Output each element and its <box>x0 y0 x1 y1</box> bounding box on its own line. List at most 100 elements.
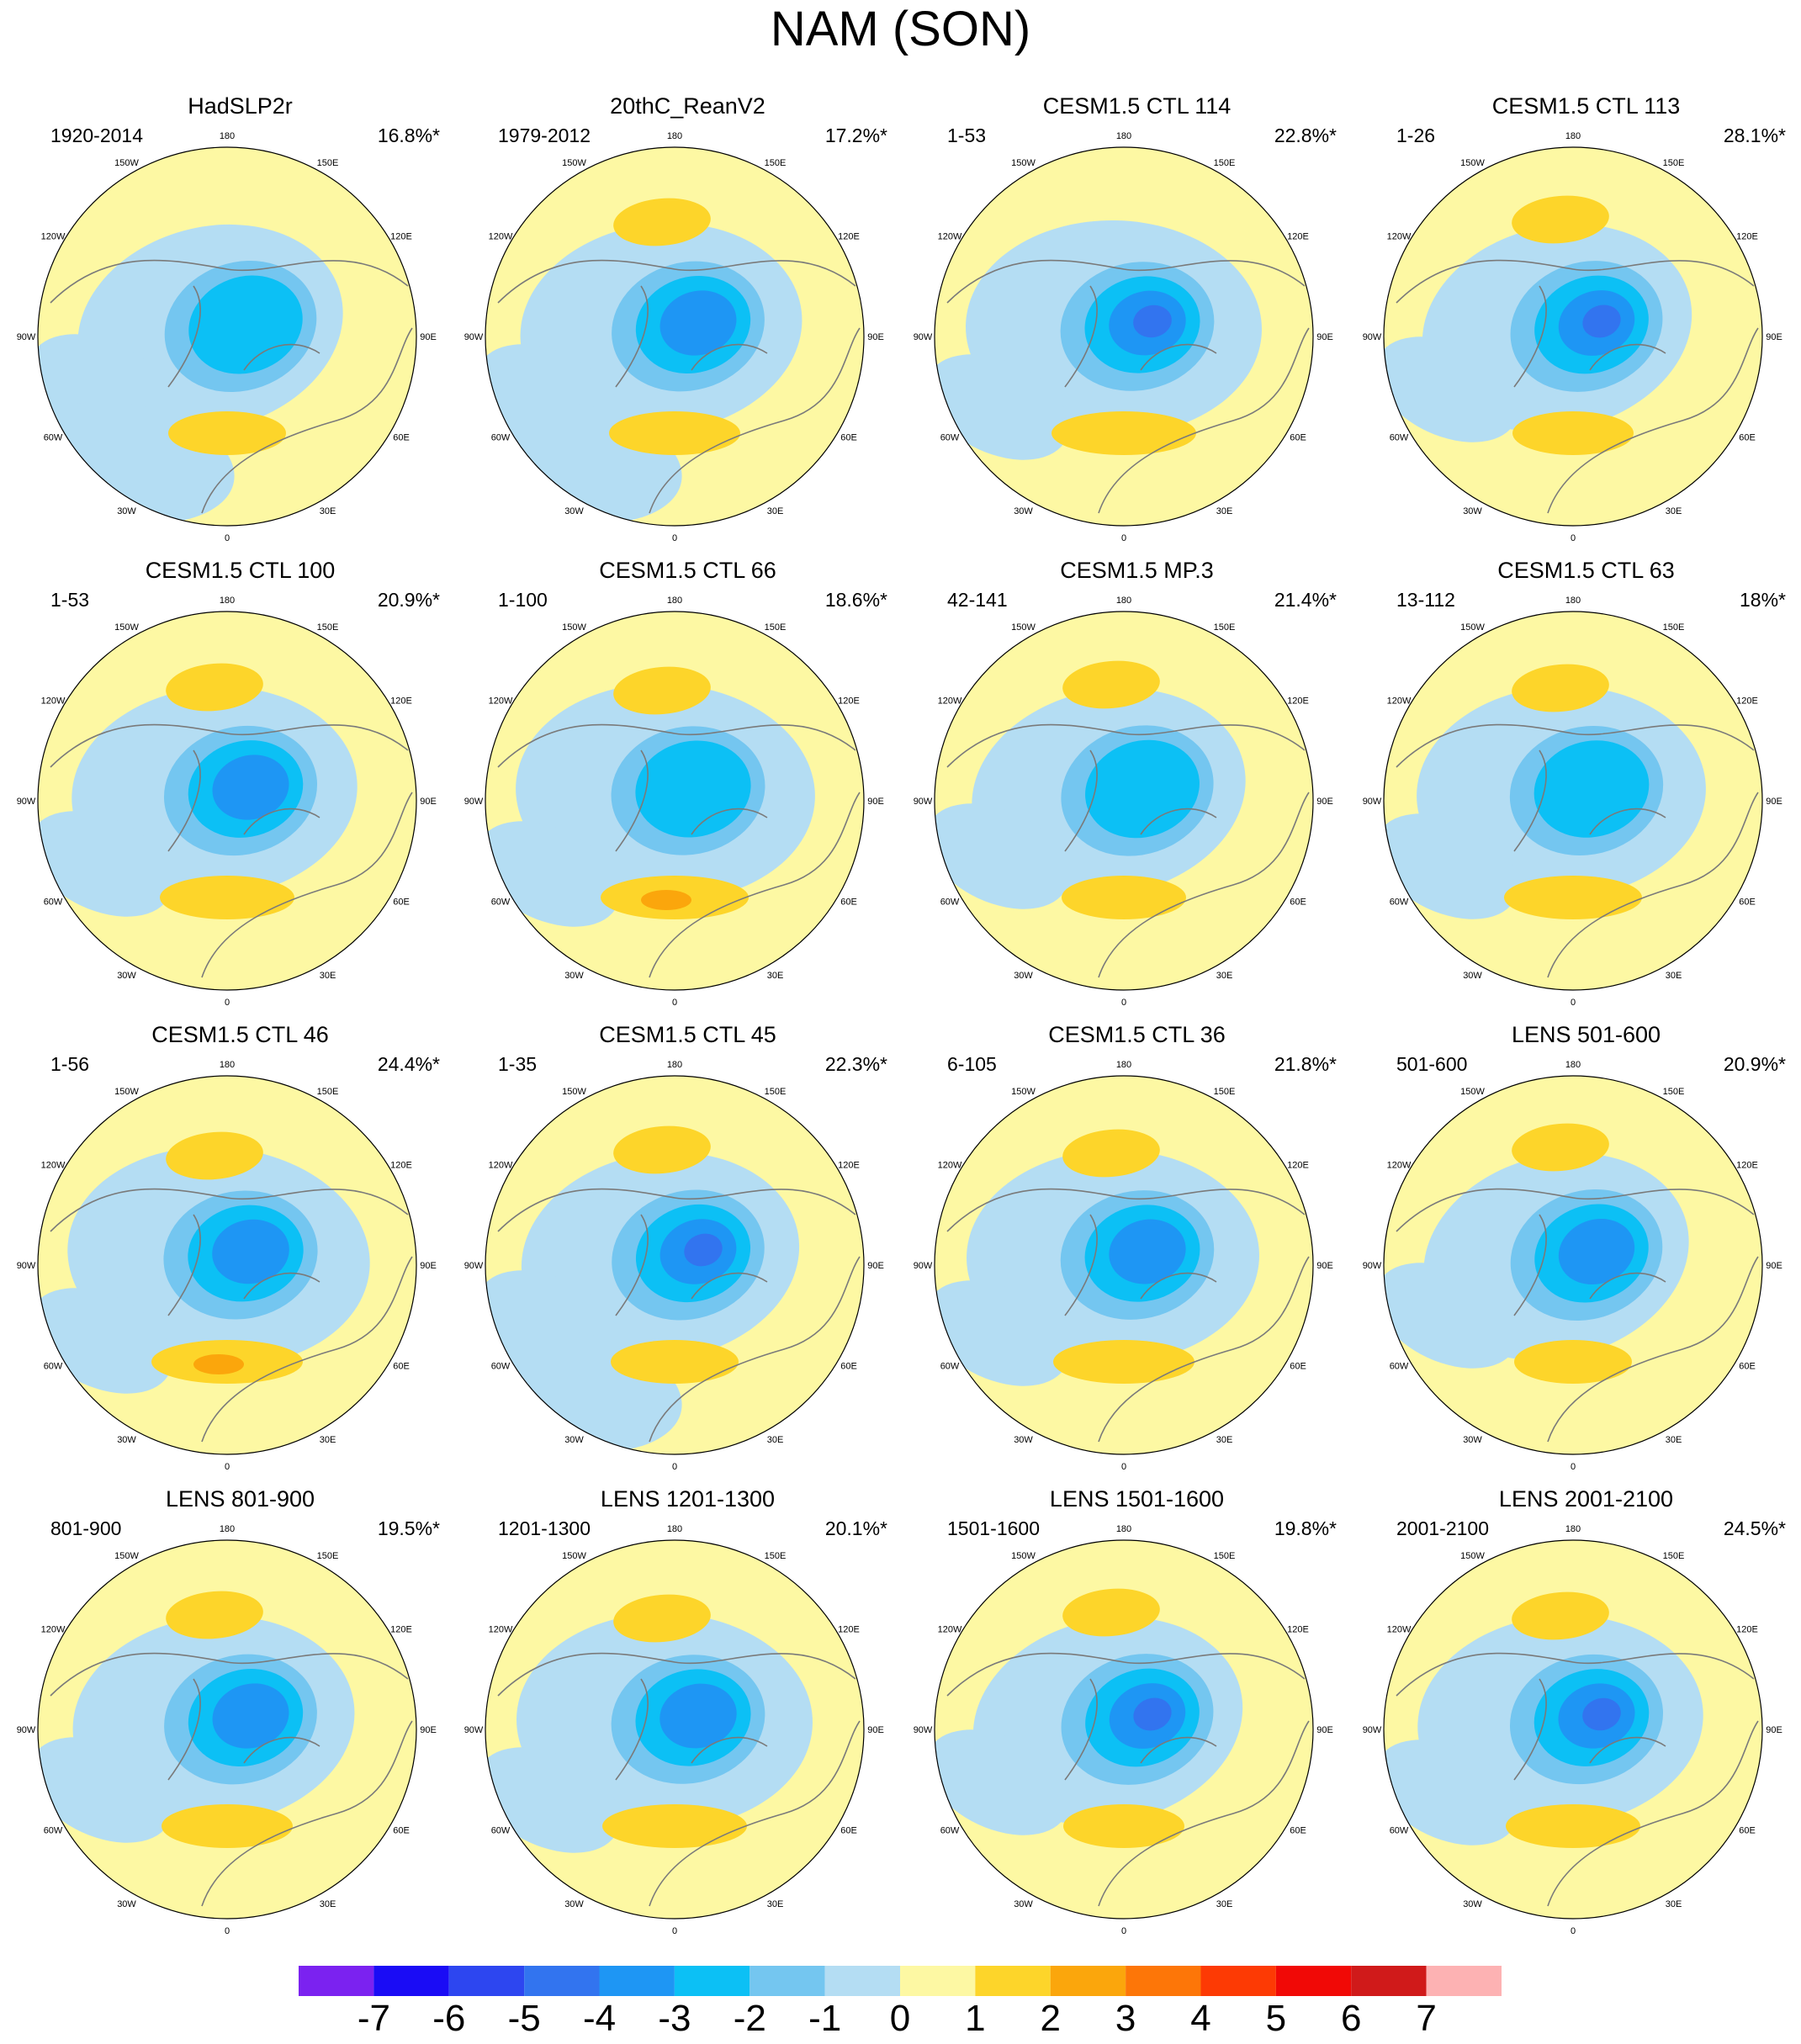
lon-label: 60W <box>44 898 63 908</box>
panel-years: 1-100 <box>498 589 548 611</box>
coastline-scandinavia <box>243 343 320 371</box>
lon-label: 150W <box>114 158 139 168</box>
lon-label: 180 <box>1565 1060 1581 1070</box>
lon-label: 90W <box>464 1261 484 1271</box>
lon-label: 30W <box>564 971 584 981</box>
coastline-north-america-asia <box>946 723 1306 768</box>
coastline-scandinavia <box>1140 1272 1217 1300</box>
lon-label: 60E <box>1739 898 1756 908</box>
contour-neg3 <box>188 275 303 374</box>
lon-label: 30W <box>564 1899 584 1909</box>
lon-label: 60E <box>393 898 410 908</box>
coastline-greenland <box>1064 1214 1098 1316</box>
lon-label: 120W <box>41 696 66 707</box>
polar-map: 180 150E 120E 90E 60E 30E 0 30W 60W 90W 120W 150W <box>17 1060 437 1472</box>
coastline-europe <box>1547 327 1759 514</box>
lon-label: 120E <box>1736 1625 1758 1635</box>
lon-label: 60E <box>393 433 410 443</box>
colorbar-box <box>1200 1966 1276 1996</box>
colorbar-tick-label: -5 <box>507 1998 541 2039</box>
lon-label: 0 <box>672 998 677 1008</box>
colorbar-box <box>1275 1966 1352 1996</box>
map-border <box>1383 146 1763 527</box>
coastline-scandinavia <box>1140 1736 1217 1764</box>
contour-neg1 <box>38 1737 172 1843</box>
lon-label: 30W <box>1463 971 1482 981</box>
coastlines <box>1396 1188 1759 1443</box>
lon-label: 30W <box>1014 1899 1033 1909</box>
lon-label: 60E <box>1290 1362 1306 1372</box>
lon-label: 150W <box>1460 158 1485 168</box>
map-border <box>934 146 1314 527</box>
contour-pos1 <box>602 1804 747 1848</box>
lon-label: 60W <box>491 1826 511 1836</box>
lon-label: 90E <box>420 797 437 807</box>
lon-label: 60E <box>393 1362 410 1372</box>
lon-label: 90W <box>464 1725 484 1735</box>
lon-label: 30E <box>767 1899 784 1909</box>
polar-map: 180 150E 120E 90E 60E 30E 0 30W 60W 90W 120W 150W <box>464 1524 884 1936</box>
coastlines <box>946 259 1310 514</box>
lon-label: 150E <box>317 1087 339 1097</box>
map-border <box>37 1539 417 1920</box>
coastlines <box>1396 259 1759 514</box>
lon-label: 60W <box>1390 898 1409 908</box>
contour-pos1 <box>1062 1588 1160 1637</box>
coastline-greenland <box>167 285 201 388</box>
contour-neg5 <box>1133 1697 1172 1731</box>
lon-label: 30E <box>1216 1899 1233 1909</box>
coastline-scandinavia <box>1140 808 1217 835</box>
coastline-greenland <box>167 1678 201 1781</box>
lon-label: 30E <box>767 506 784 516</box>
lon-label: 60E <box>1290 1826 1306 1836</box>
panel-title: CESM1.5 CTL 45 <box>599 1022 776 1047</box>
coastline-north-america-asia <box>946 1652 1306 1697</box>
panel-years: 1979-2012 <box>498 124 591 146</box>
lon-label: 30E <box>1216 506 1233 516</box>
contour-pos1 <box>1512 411 1634 455</box>
lon-label: 30E <box>1666 1435 1682 1445</box>
lon-label: 60W <box>44 433 63 443</box>
lon-label: 150W <box>562 158 586 168</box>
lon-label: 120W <box>938 696 962 707</box>
colorbar-tick-label: -7 <box>357 1998 390 2039</box>
lon-label: 30W <box>564 506 584 516</box>
coastline-europe <box>1098 327 1310 514</box>
coastline-north-america-asia <box>50 259 409 304</box>
lon-label: 30E <box>1666 506 1682 516</box>
lon-label: 120W <box>1387 1161 1412 1171</box>
colorbar-tick-label: 2 <box>1040 1998 1061 2039</box>
lon-label: 180 <box>1116 1524 1131 1534</box>
panel-title: LENS 2001-2100 <box>1498 1486 1674 1512</box>
map-border <box>485 1539 865 1920</box>
coastline-north-america-asia <box>50 723 409 768</box>
coastline-scandinavia <box>1589 1736 1666 1764</box>
map-panel: 180 150E 120E 90E 60E 30E 0 30W 60W 90W 120W 150W 20… <box>463 93 913 557</box>
lon-label: 120E <box>390 232 412 242</box>
lon-label: 150W <box>562 1551 586 1561</box>
colorbar-box <box>1050 1966 1126 1996</box>
colorbar-box <box>1126 1966 1201 1996</box>
lon-label: 120E <box>1287 696 1309 707</box>
coastline-europe <box>649 327 861 514</box>
coastline-scandinavia <box>1589 343 1666 371</box>
lon-label: 30W <box>117 1899 136 1909</box>
lon-label: 120E <box>1736 696 1758 707</box>
colorbar-tick-label: -3 <box>658 1998 691 2039</box>
lon-label: 180 <box>1565 596 1581 606</box>
coastline-greenland <box>615 749 649 852</box>
coastline-greenland <box>615 1214 649 1316</box>
panel-title: CESM1.5 CTL 113 <box>1491 93 1681 119</box>
lon-label: 0 <box>1121 533 1126 543</box>
map-border <box>37 146 417 527</box>
coastline-scandinavia <box>691 343 768 371</box>
lon-label: 180 <box>667 1524 682 1534</box>
lon-label: 0 <box>1571 1462 1576 1472</box>
lon-label: 30W <box>1014 1435 1033 1445</box>
lon-label: 90W <box>464 332 484 342</box>
lon-label: 150E <box>1214 158 1236 168</box>
panel-years: 1-53 <box>50 589 90 611</box>
coastline-greenland <box>167 1214 201 1316</box>
coastlines <box>50 1188 413 1443</box>
lon-label: 30E <box>1216 1435 1233 1445</box>
